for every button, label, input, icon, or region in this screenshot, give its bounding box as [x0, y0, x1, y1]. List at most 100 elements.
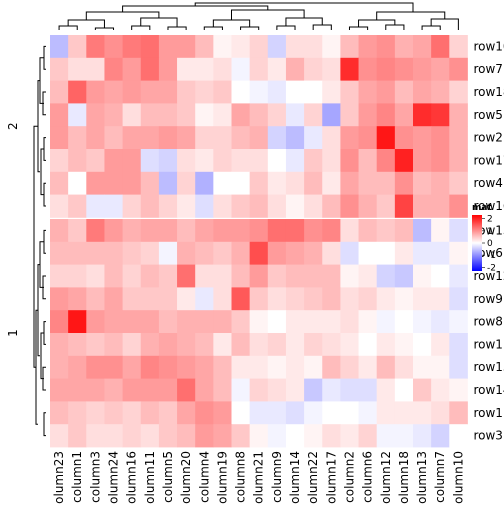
heatmap-cell — [340, 310, 359, 334]
heatmap-cell — [195, 241, 214, 265]
column-label: column6 — [361, 451, 375, 503]
heatmap-cell — [68, 401, 87, 425]
heatmap-cell — [340, 80, 359, 104]
heatmap-cell — [322, 264, 341, 288]
heatmap-cell — [249, 35, 269, 59]
heatmap-cell — [140, 171, 160, 195]
heatmap-cell — [104, 149, 123, 173]
heatmap-cell — [231, 424, 251, 448]
heatmap-cell — [322, 194, 341, 218]
heatmap-cell — [431, 80, 450, 104]
heatmap-cell — [449, 149, 468, 173]
heatmap-cell — [304, 194, 323, 218]
heatmap-cell — [304, 401, 323, 425]
heatmap-cell — [104, 126, 123, 150]
dendrogram-branch — [40, 148, 44, 196]
heatmap-cell — [322, 287, 341, 311]
heatmap-cell — [322, 378, 341, 402]
heatmap-cell — [322, 126, 341, 150]
heatmap-cell — [50, 333, 69, 357]
heatmap-cell — [86, 194, 105, 218]
heatmap-cell — [394, 57, 414, 81]
heatmap-cell — [431, 241, 450, 265]
heatmap-cell — [249, 194, 269, 218]
heatmap-cell — [449, 194, 468, 218]
heatmap-cell — [140, 57, 160, 81]
heatmap-cell — [285, 287, 305, 311]
dendrogram-branch — [358, 19, 396, 27]
heatmap-cell — [322, 80, 341, 104]
heatmap-cell — [140, 103, 160, 127]
heatmap-cell — [50, 126, 69, 150]
heatmap-cell — [267, 333, 287, 357]
heatmap-cell — [431, 219, 450, 243]
heatmap-cell — [158, 149, 178, 173]
heatmap-cell — [376, 35, 396, 59]
column-label: column19 — [215, 451, 229, 504]
heatmap-cell — [267, 378, 287, 402]
heatmap-cell — [122, 287, 142, 311]
heatmap-cell — [358, 80, 378, 104]
heatmap-cell — [213, 219, 232, 243]
heatmap-cell — [213, 378, 232, 402]
heatmap-cell — [413, 333, 432, 357]
heatmap-cell — [213, 424, 232, 448]
row-label: row8 — [473, 315, 502, 329]
heatmap-cell — [158, 401, 178, 425]
dendrogram-branch — [312, 24, 332, 30]
heatmap-cell — [213, 355, 232, 379]
heatmap-cell — [68, 310, 87, 334]
heatmap-cell — [195, 424, 214, 448]
heatmap-cell — [267, 424, 287, 448]
heatmap-cell — [86, 310, 105, 334]
heatmap-cell — [68, 333, 87, 357]
dendrogram-branch — [348, 26, 369, 30]
heatmap-cell — [231, 194, 251, 218]
heatmap-cell — [376, 333, 396, 357]
heatmap-cell — [413, 171, 432, 195]
column-label: column1 — [70, 451, 84, 503]
dendrogram-branch — [94, 27, 115, 30]
heatmap-cell — [431, 126, 450, 150]
heatmap-cell — [140, 149, 160, 173]
heatmap-cell — [231, 264, 251, 288]
heatmap-cell — [86, 264, 105, 288]
heatmap-cell — [177, 149, 196, 173]
heatmap-cell — [267, 80, 287, 104]
heatmap-cell — [50, 355, 69, 379]
heatmap-cell — [50, 264, 69, 288]
dendrogram-branch — [167, 26, 187, 30]
heatmap-cell — [104, 355, 123, 379]
heatmap-cell — [249, 424, 269, 448]
heatmap-cell — [431, 401, 450, 425]
heatmap-cell — [50, 103, 69, 127]
heatmap-cell — [376, 171, 396, 195]
heatmap-cell — [449, 355, 468, 379]
heatmap-cell — [177, 194, 196, 218]
heatmap-cell — [177, 310, 196, 334]
column-label: column22 — [306, 451, 320, 504]
row-label: row14 — [473, 383, 504, 397]
heatmap-cell — [394, 401, 414, 425]
heatmap-cell — [376, 149, 396, 173]
heatmap-cell — [158, 310, 178, 334]
heatmap-cell — [376, 378, 396, 402]
heatmap-cell — [358, 424, 378, 448]
heatmap-cell — [394, 287, 414, 311]
heatmap-cell — [140, 80, 160, 104]
heatmap-cell — [140, 401, 160, 425]
heatmap-cell — [285, 241, 305, 265]
heatmap-cell — [177, 171, 196, 195]
heatmap-cell — [231, 333, 251, 357]
heatmap-cell — [413, 241, 432, 265]
heatmap-cell — [249, 310, 269, 334]
heatmap-cell — [177, 333, 196, 357]
heatmap-cell — [50, 378, 69, 402]
heatmap-cell — [177, 401, 196, 425]
dendrogram-branch — [58, 25, 78, 30]
heatmap-cell — [431, 264, 450, 288]
heatmap-cell — [449, 424, 468, 448]
heatmap-cell — [195, 264, 214, 288]
heatmap-cell — [394, 103, 414, 127]
heatmap-cell — [50, 401, 69, 425]
